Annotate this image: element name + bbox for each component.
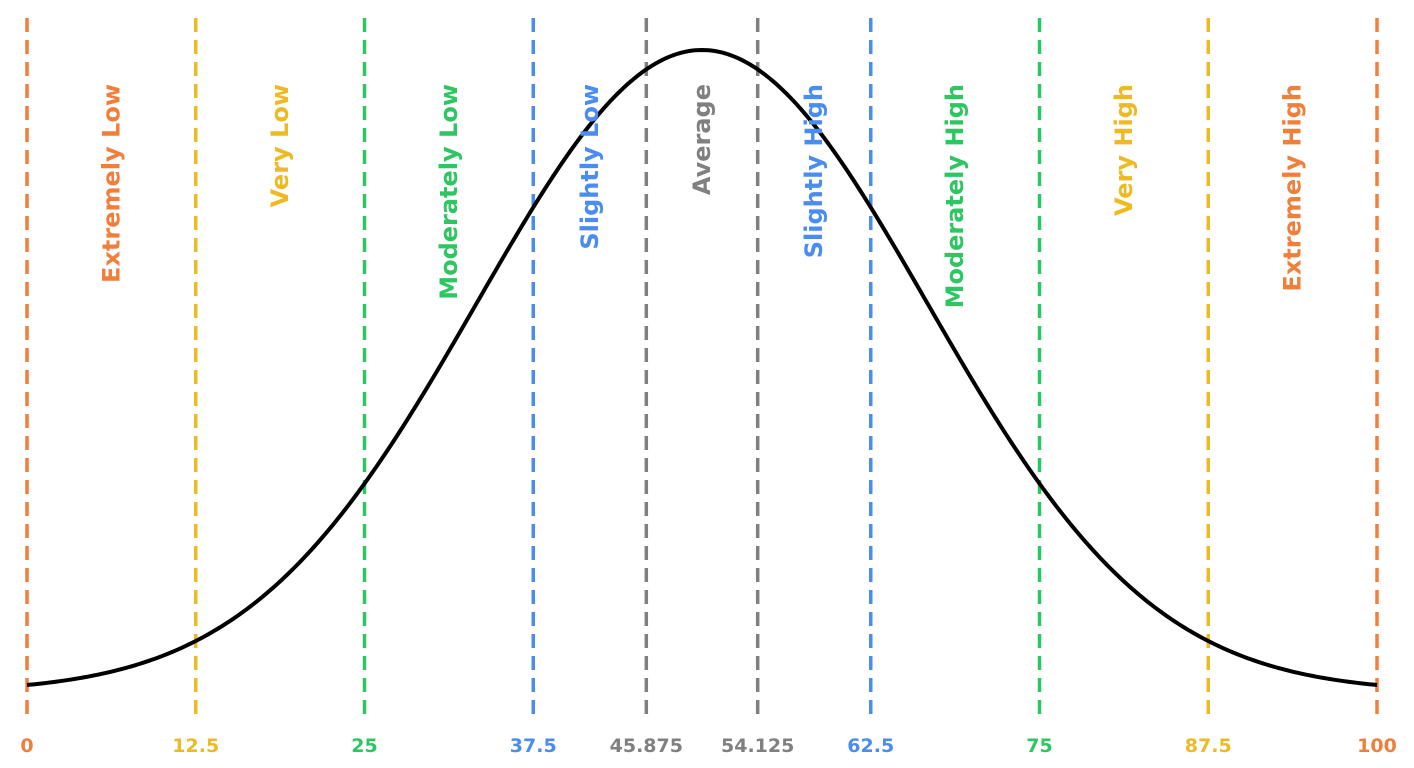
x-tick-label: 87.5 xyxy=(1185,735,1232,757)
band-label: Very High xyxy=(1110,84,1138,216)
x-tick-label: 37.5 xyxy=(510,735,557,757)
boundary-lines xyxy=(25,18,1379,718)
curve-layer xyxy=(26,47,1378,687)
x-tick-label: 0 xyxy=(20,735,33,757)
x-tick-label: 62.5 xyxy=(847,735,894,757)
band-label: Slightly Low xyxy=(576,84,604,250)
tick-labels: 0 12.5 25 37.5 45.875 54.125 62.5 75 87.5 100 xyxy=(20,735,1396,757)
bell-curve-line xyxy=(26,47,1378,687)
x-tick-label: 75 xyxy=(1026,735,1052,757)
band-label: Moderately High xyxy=(941,84,969,308)
band-labels: Extremely Low Very Low Moderately Low Sligh… xyxy=(97,84,1306,308)
band-label: Slightly High xyxy=(800,84,828,258)
x-tick-label: 25 xyxy=(351,735,377,757)
x-tick-label: 45.875 xyxy=(610,735,683,757)
band-label: Extremely Low xyxy=(97,84,125,283)
band-label: Extremely High xyxy=(1279,84,1307,292)
x-tick-label: 12.5 xyxy=(172,735,219,757)
band-label: Very Low xyxy=(266,84,294,207)
x-tick-label: 54.125 xyxy=(721,735,794,757)
x-tick-label: 100 xyxy=(1357,735,1397,757)
band-label: Average xyxy=(688,84,716,195)
band-label: Moderately Low xyxy=(435,84,463,300)
